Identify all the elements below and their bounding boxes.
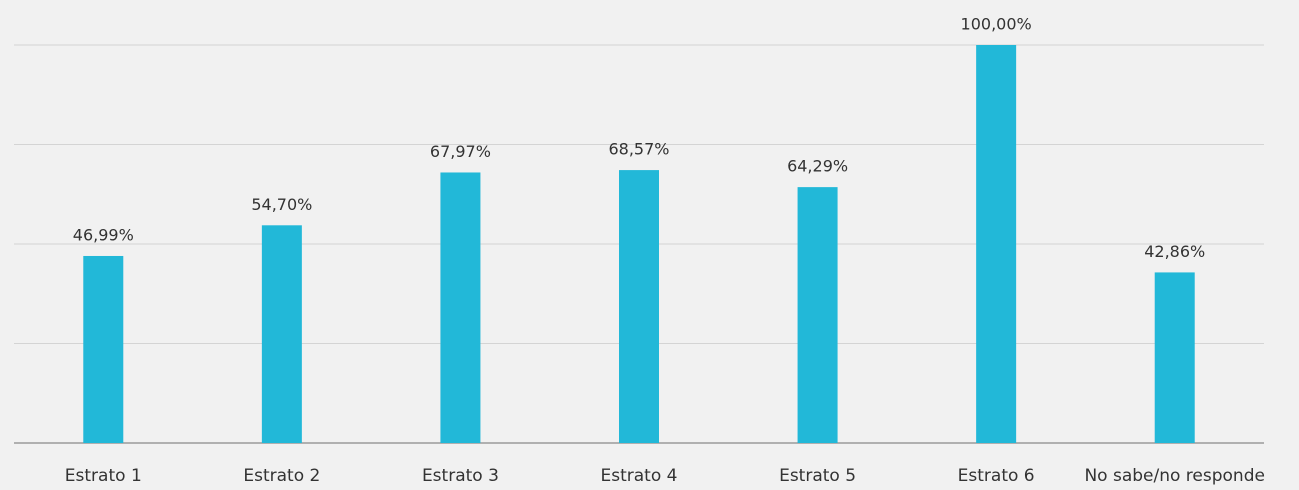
x-tick-label: Estrato 4 xyxy=(601,466,678,486)
data-label: 46,99% xyxy=(73,225,134,244)
x-tick-label: Estrato 2 xyxy=(243,466,320,486)
x-tick-label: Estrato 5 xyxy=(779,466,856,486)
x-tick-label: Estrato 6 xyxy=(958,466,1035,486)
data-label: 100,00% xyxy=(961,15,1032,34)
data-label: 54,70% xyxy=(251,195,312,214)
data-label: 67,97% xyxy=(430,142,491,161)
bar xyxy=(797,187,838,443)
x-tick-label: Estrato 1 xyxy=(65,466,142,486)
bar xyxy=(1154,272,1195,443)
bar xyxy=(83,255,124,443)
data-label: 64,29% xyxy=(787,157,848,176)
data-label: 68,57% xyxy=(608,140,669,159)
bar xyxy=(976,45,1017,443)
bar xyxy=(440,172,481,443)
bar xyxy=(261,225,302,443)
bar xyxy=(619,170,659,443)
data-label: 42,86% xyxy=(1144,242,1205,261)
x-tick-label: Estrato 3 xyxy=(422,466,499,486)
x-tick-label: No sabe/no responde xyxy=(1084,466,1265,486)
